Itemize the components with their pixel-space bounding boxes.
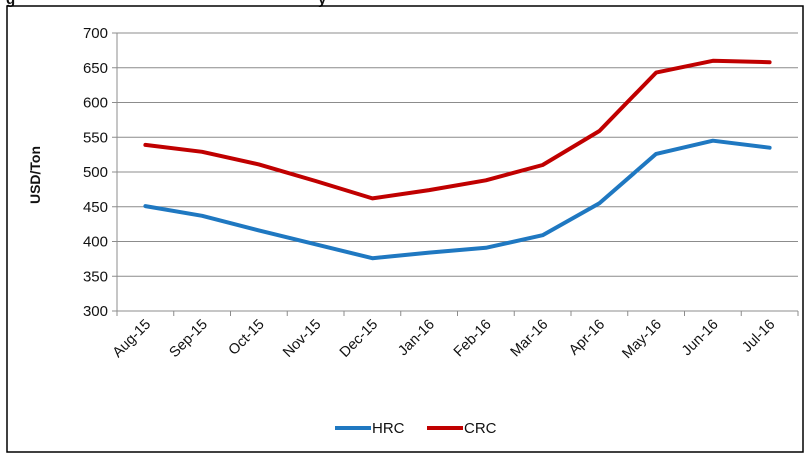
gridlines [116, 32, 798, 312]
x-tick-label: Nov-15 [280, 317, 324, 361]
y-axis-label: USD/Ton [27, 146, 43, 204]
x-tick-label: Jul-16 [739, 317, 778, 356]
x-tick-label: Aug-15 [110, 317, 154, 361]
x-tick-label: Feb-16 [451, 317, 495, 361]
y-tick-label: 600 [83, 95, 108, 112]
chart-border [6, 5, 804, 453]
x-axis-ticks: Aug-15 Sep-15 Oct-15 Nov-15 Dec-15 Jan-16 Feb-… [110, 311, 799, 363]
y-tick-label: 650 [83, 60, 108, 77]
x-tick-label: Jan-16 [395, 317, 438, 360]
y-tick-label: 550 [83, 129, 108, 146]
legend-label-crc: CRC [464, 420, 497, 437]
x-tick-label: Oct-15 [226, 317, 268, 359]
y-tick-label: 700 [83, 25, 108, 42]
series-line-hrc [143, 138, 772, 261]
chart-title-fragment-2: y [318, 0, 327, 8]
y-tick-label: 400 [83, 234, 108, 251]
x-tick-label: May-16 [619, 317, 665, 363]
x-tick-label: Dec-15 [337, 317, 381, 361]
legend: HRC CRC [335, 420, 497, 437]
x-tick-label: Mar-16 [508, 317, 552, 361]
x-tick-label: Apr-16 [566, 317, 608, 359]
y-tick-label: 350 [83, 268, 108, 285]
x-tick-label: Sep-15 [167, 317, 211, 361]
chart-title-fragment: g [6, 0, 15, 8]
y-tick-label: 500 [83, 164, 108, 181]
y-axis-ticks: 300 350 400 450 500 550 600 650 700 [83, 25, 117, 320]
y-tick-label: 300 [83, 303, 108, 320]
x-tick-label: Jun-16 [679, 317, 722, 360]
series-line-crc [143, 58, 772, 201]
series-lines [143, 58, 772, 261]
legend-label-hrc: HRC [372, 420, 405, 437]
y-tick-label: 450 [83, 199, 108, 216]
